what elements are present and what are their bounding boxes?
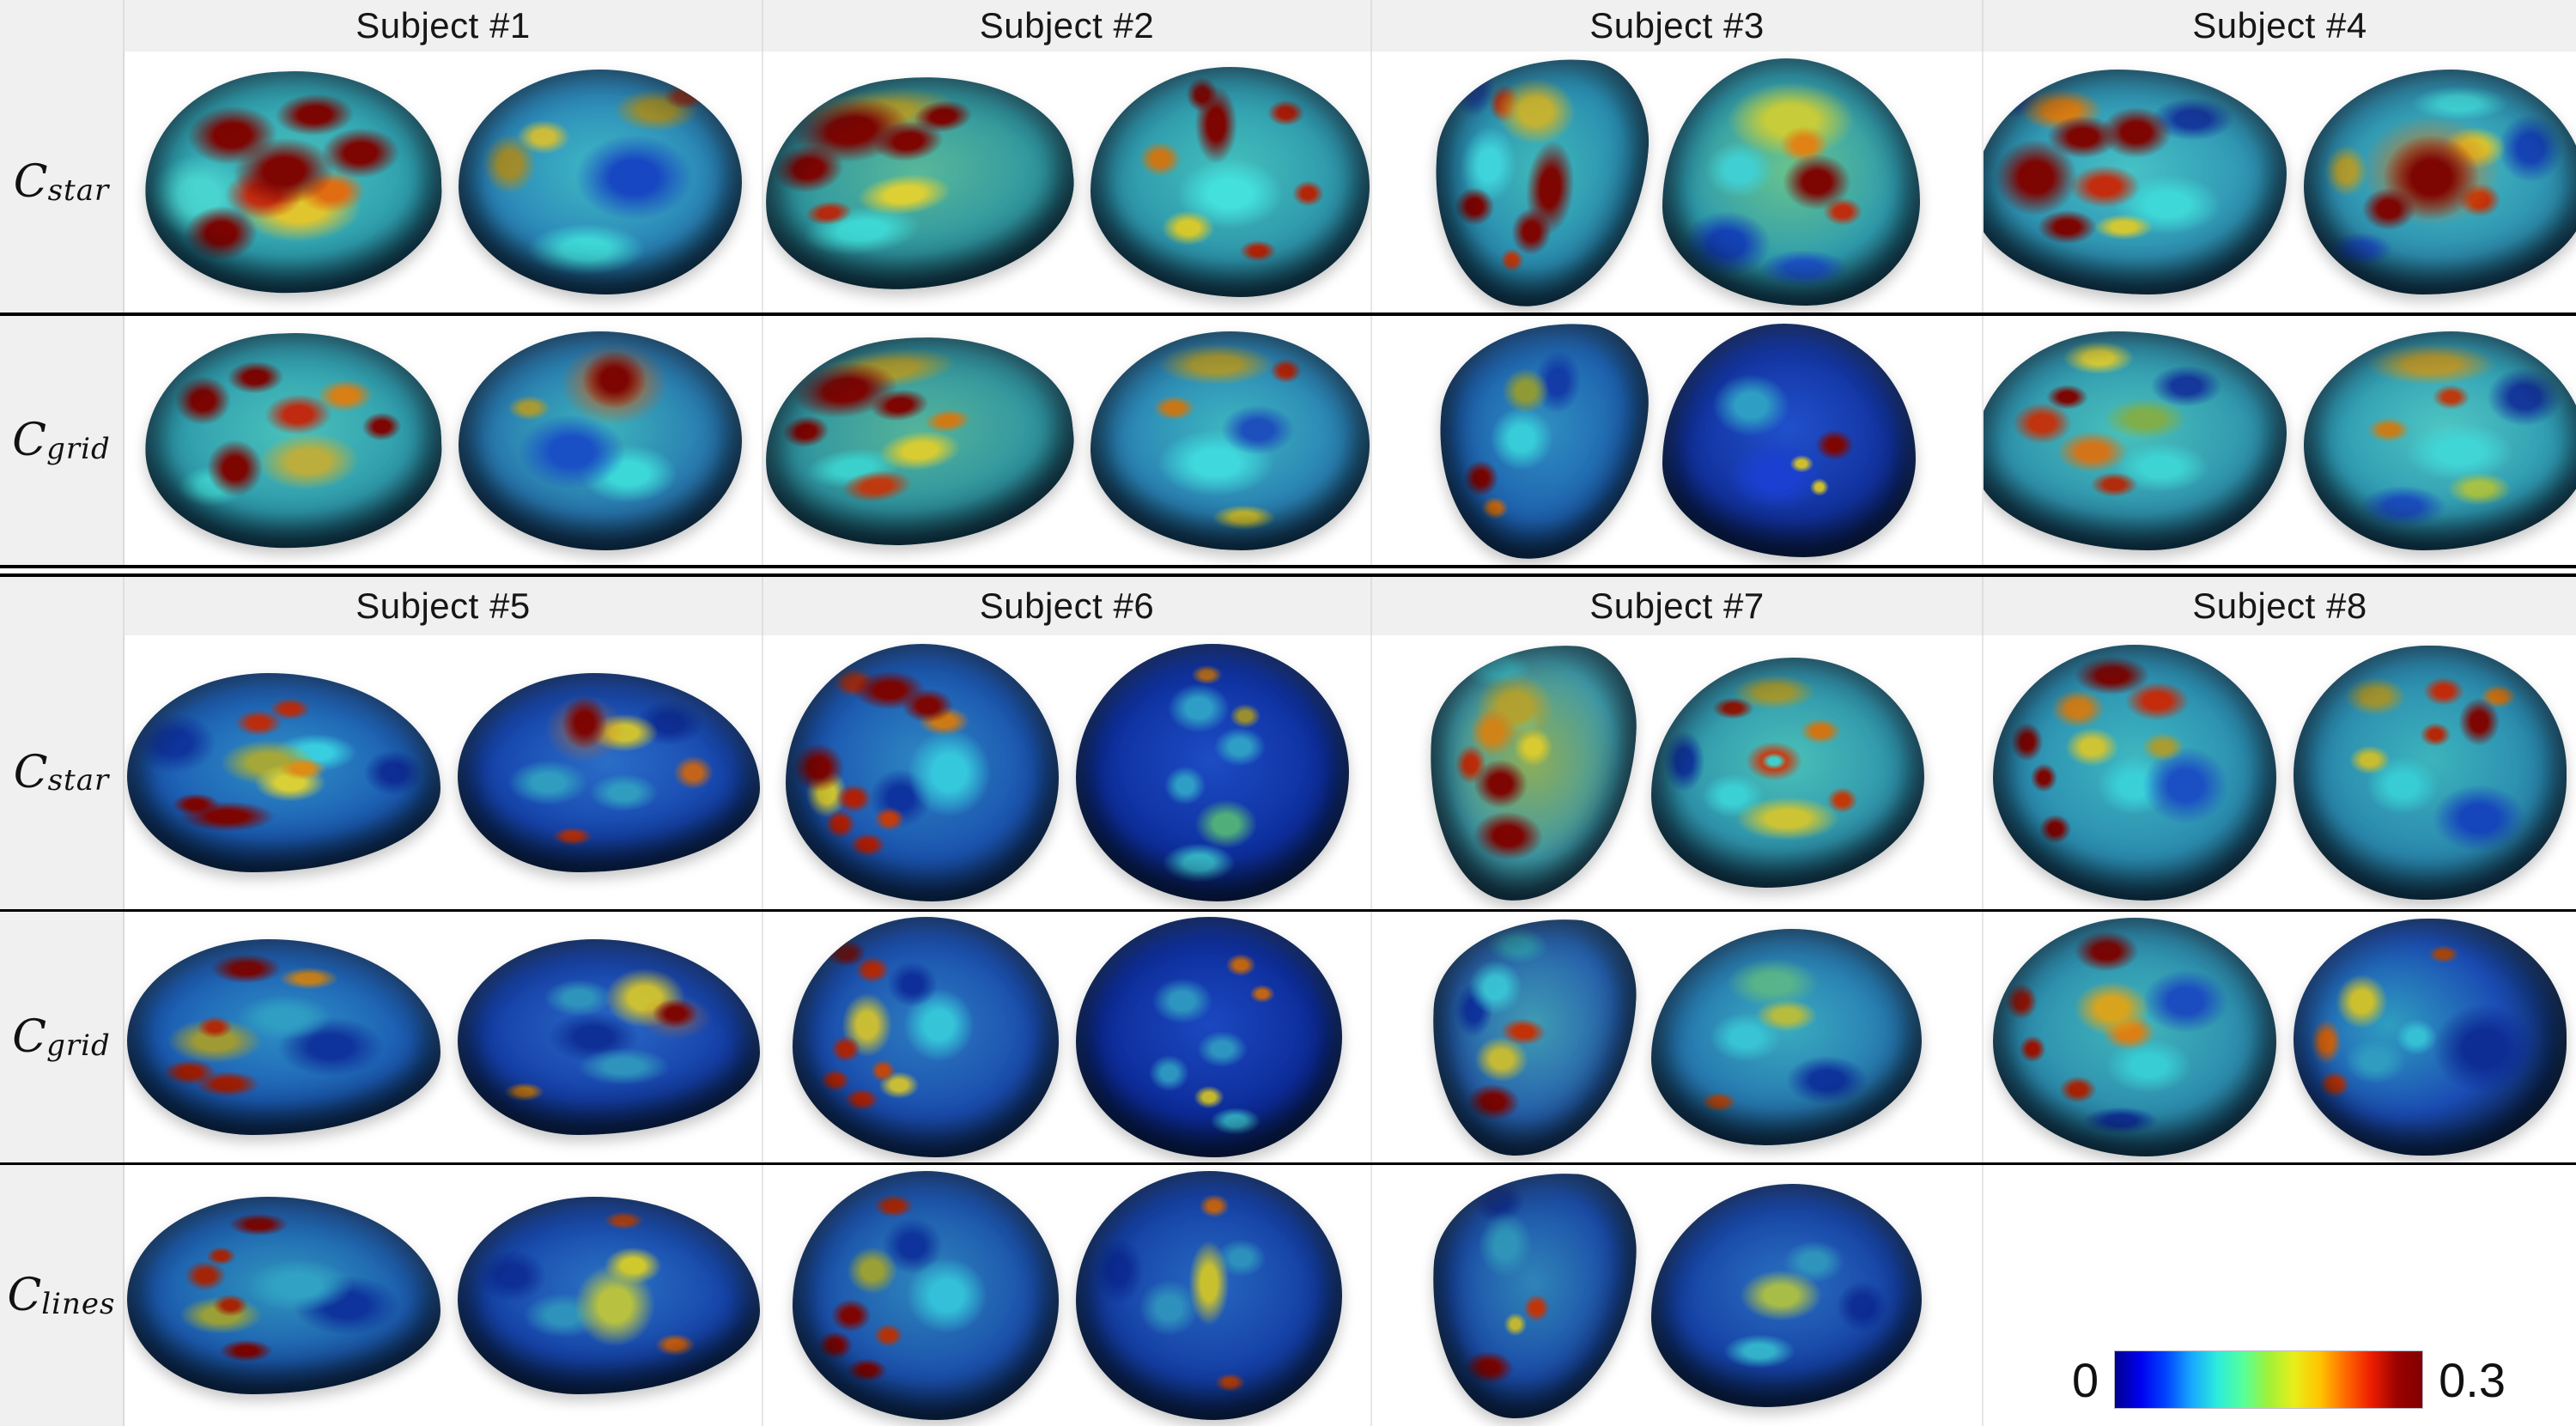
header-subject-6: Subject #6 bbox=[763, 577, 1372, 635]
surface-mesh bbox=[1984, 331, 2287, 550]
mesh-cell-s2-cstar bbox=[763, 52, 1372, 313]
row-label-subscript: grid bbox=[46, 431, 111, 466]
mesh-cell-s4-cgrid bbox=[1984, 316, 2576, 565]
surface-mesh bbox=[2293, 645, 2567, 900]
surface-mesh bbox=[1091, 331, 1370, 550]
surface-mesh bbox=[792, 1171, 1059, 1420]
mesh-cell-s5-clines bbox=[125, 1165, 763, 1426]
mesh-cell-s7-clines bbox=[1372, 1165, 1984, 1426]
mesh-cell-s8-cstar bbox=[1984, 635, 2576, 909]
mesh-cell-s2-cgrid bbox=[763, 316, 1372, 565]
header-corner-cell bbox=[0, 577, 125, 635]
surface-mesh bbox=[457, 939, 760, 1135]
surface-mesh bbox=[1662, 324, 1916, 557]
surface-mesh bbox=[2303, 70, 2576, 294]
colorbar-gradient bbox=[2114, 1350, 2424, 1409]
row-label-symbol: C bbox=[13, 746, 48, 798]
surface-mesh bbox=[141, 328, 445, 553]
mesh-cell-s6-cstar bbox=[763, 635, 1372, 909]
mesh-cell-s4-cstar bbox=[1984, 52, 2576, 313]
surface-mesh bbox=[1423, 638, 1641, 907]
row-label-subscript: star bbox=[47, 173, 110, 208]
surface-mesh bbox=[126, 939, 440, 1135]
mesh-cell-s5-cgrid bbox=[125, 912, 763, 1162]
row-label-subscript: lines bbox=[41, 1286, 116, 1321]
surface-mesh bbox=[1091, 67, 1370, 297]
row-label-symbol: C bbox=[7, 1270, 42, 1321]
surface-mesh bbox=[1651, 657, 1924, 888]
surface-mesh bbox=[1993, 918, 2276, 1156]
section2-header-row: Subject #5 Subject #6 Subject #7 Subject… bbox=[0, 573, 2576, 635]
mesh-cell-s3-cgrid bbox=[1372, 316, 1984, 565]
header-subject-5: Subject #5 bbox=[125, 577, 763, 635]
row-label-subscript: grid bbox=[46, 1028, 111, 1063]
colorbar-max-label: 0.3 bbox=[2439, 1352, 2506, 1407]
mesh-cell-s7-cgrid bbox=[1372, 912, 1984, 1162]
surface-mesh bbox=[1662, 58, 1920, 306]
surface-mesh bbox=[457, 1197, 760, 1394]
section-divider-gap bbox=[0, 568, 2576, 573]
surface-mesh bbox=[458, 70, 742, 294]
row-label-symbol: C bbox=[13, 156, 48, 208]
surface-mesh bbox=[763, 61, 1084, 303]
surface-mesh bbox=[126, 1197, 440, 1394]
mesh-cell-s6-cgrid bbox=[763, 912, 1372, 1162]
surface-mesh bbox=[1428, 316, 1656, 565]
surface-mesh bbox=[2293, 919, 2567, 1156]
surface-mesh bbox=[763, 321, 1084, 560]
colorbar: 0 0.3 bbox=[2072, 1350, 2506, 1409]
mesh-cell-s8-clines-empty: 0 0.3 bbox=[1984, 1165, 2576, 1426]
section1-header-row: Subject #1 Subject #2 Subject #3 Subject… bbox=[0, 0, 2576, 52]
surface-mesh bbox=[458, 331, 742, 550]
row-label-symbol: C bbox=[12, 415, 47, 466]
header-subject-4: Subject #4 bbox=[1984, 0, 2576, 52]
surface-mesh bbox=[457, 672, 760, 872]
mesh-cell-s8-cgrid bbox=[1984, 912, 2576, 1162]
surface-mesh bbox=[1651, 1184, 1922, 1407]
mesh-cell-s6-clines bbox=[763, 1165, 1372, 1426]
mesh-cell-s1-cstar bbox=[125, 52, 763, 313]
header-corner-cell bbox=[0, 0, 125, 52]
row-label-subscript: star bbox=[47, 763, 110, 798]
row-label-symbol: C bbox=[12, 1011, 47, 1063]
surface-mesh bbox=[785, 643, 1059, 901]
surface-mesh bbox=[1651, 929, 1922, 1145]
header-subject-2: Subject #2 bbox=[763, 0, 1372, 52]
surface-mesh bbox=[1075, 1171, 1342, 1420]
surface-mesh bbox=[1993, 644, 2276, 901]
surface-mesh bbox=[1075, 643, 1349, 901]
surface-mesh bbox=[1425, 1167, 1641, 1424]
surface-mesh bbox=[126, 672, 440, 872]
surface-mesh bbox=[2303, 331, 2576, 550]
header-subject-3: Subject #3 bbox=[1372, 0, 1984, 52]
header-subject-8: Subject #8 bbox=[1984, 577, 2576, 635]
surface-mesh bbox=[1984, 70, 2287, 294]
mesh-cell-s5-cstar bbox=[125, 635, 763, 909]
mesh-cell-s7-cstar bbox=[1372, 635, 1984, 909]
colorbar-min-label: 0 bbox=[2071, 1352, 2099, 1407]
mesh-cell-s3-cstar bbox=[1372, 52, 1984, 313]
surface-mesh bbox=[1425, 913, 1641, 1162]
header-subject-1: Subject #1 bbox=[125, 0, 763, 52]
surface-mesh bbox=[1075, 917, 1342, 1157]
surface-mesh bbox=[792, 917, 1059, 1157]
header-subject-7: Subject #7 bbox=[1372, 577, 1984, 635]
surface-mesh bbox=[141, 66, 445, 298]
surface-mesh bbox=[1424, 52, 1656, 313]
mesh-cell-s1-cgrid bbox=[125, 316, 763, 565]
